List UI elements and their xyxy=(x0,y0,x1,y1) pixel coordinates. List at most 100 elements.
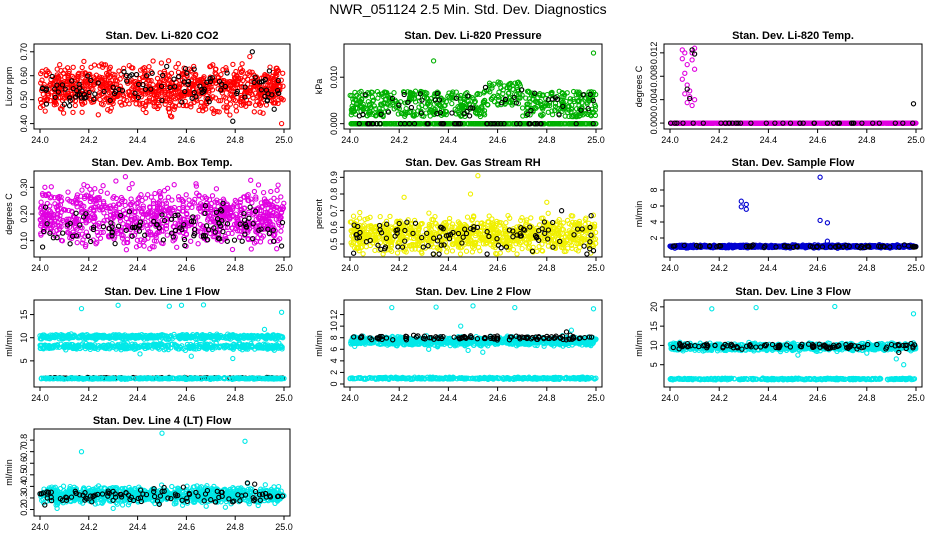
data-point xyxy=(162,91,168,98)
data-point xyxy=(248,177,254,183)
data-point xyxy=(270,78,276,85)
data-point xyxy=(260,110,266,116)
data-point xyxy=(39,244,46,250)
data-point xyxy=(121,65,127,71)
series-main xyxy=(37,53,286,127)
data-point xyxy=(110,71,116,77)
data-point xyxy=(426,210,432,216)
x-tick-label: 24.4 xyxy=(440,135,458,145)
data-point xyxy=(216,109,222,115)
data-point xyxy=(188,101,194,107)
data-point xyxy=(265,82,271,89)
data-point xyxy=(55,95,62,101)
data-point xyxy=(213,71,219,77)
data-point xyxy=(138,94,144,100)
data-point xyxy=(238,196,244,203)
y-tick-label: 0.000 xyxy=(649,112,659,135)
y-tick-label: 0.8 xyxy=(329,188,339,201)
y-tick-label: 0.9 xyxy=(329,171,339,184)
data-point xyxy=(70,109,76,116)
data-point xyxy=(51,99,57,105)
data-point xyxy=(248,246,254,252)
data-point xyxy=(42,184,48,190)
panel-temp: Stan. Dev. Li-820 Temp.degrees C24.0 24.2… xyxy=(634,30,925,145)
data-point xyxy=(278,243,285,249)
data-point xyxy=(126,92,132,98)
data-point xyxy=(37,104,44,111)
data-point xyxy=(137,75,143,82)
data-point xyxy=(106,66,112,72)
data-point xyxy=(88,64,94,70)
data-point xyxy=(110,100,116,107)
data-point xyxy=(910,101,917,107)
data-point xyxy=(190,87,197,93)
data-point xyxy=(280,70,286,76)
data-point xyxy=(146,78,152,84)
data-point xyxy=(394,250,401,256)
data-point xyxy=(274,246,280,252)
data-point xyxy=(246,72,252,79)
data-point xyxy=(161,68,168,74)
data-point xyxy=(45,92,52,99)
panel-boxtemp: Stan. Dev. Amb. Box Temp.degrees C24.0 24… xyxy=(4,157,293,273)
data-point xyxy=(519,105,526,111)
data-point xyxy=(271,83,277,90)
data-point xyxy=(98,188,104,195)
x-tick-label: 24.2 xyxy=(390,263,408,273)
data-point xyxy=(165,72,171,78)
data-point xyxy=(173,64,179,70)
y-tick-label: 0.000 xyxy=(329,112,339,135)
data-point xyxy=(268,188,274,195)
y-tick-label: 0.012 xyxy=(649,42,659,65)
x-tick-label: 25.0 xyxy=(587,263,605,273)
data-point xyxy=(178,92,184,99)
data-point xyxy=(66,103,73,109)
x-tick-label: 24.4 xyxy=(129,263,147,273)
data-point xyxy=(142,103,148,109)
data-point xyxy=(519,245,525,252)
data-point xyxy=(244,89,250,95)
data-point xyxy=(213,186,220,192)
data-point xyxy=(59,85,66,91)
data-point xyxy=(466,113,473,119)
data-point xyxy=(249,69,255,75)
data-point xyxy=(205,86,211,92)
data-point xyxy=(235,75,241,81)
data-point xyxy=(123,215,130,222)
data-point xyxy=(377,213,383,220)
y-tick-label: 0.6 xyxy=(329,221,339,234)
data-point xyxy=(274,72,280,79)
data-point xyxy=(528,215,534,221)
data-point xyxy=(251,188,258,195)
data-point xyxy=(256,101,262,107)
data-point xyxy=(539,241,545,247)
y-tick-label: 0.5 xyxy=(329,238,339,251)
data-point xyxy=(155,105,161,112)
data-point xyxy=(192,72,198,79)
data-point xyxy=(684,99,690,106)
data-point xyxy=(233,103,239,109)
data-point xyxy=(92,186,98,192)
data-point xyxy=(274,187,280,193)
data-point xyxy=(122,174,129,180)
data-point xyxy=(350,213,357,219)
data-point xyxy=(176,102,183,108)
data-point xyxy=(158,60,165,66)
data-point xyxy=(224,70,230,76)
x-tick-label: 24.6 xyxy=(178,135,196,145)
data-point xyxy=(172,89,178,95)
y-axis-label: kPa xyxy=(314,79,324,95)
data-point xyxy=(100,102,106,108)
data-point xyxy=(162,101,168,107)
data-point xyxy=(117,99,123,105)
data-point xyxy=(391,90,397,96)
data-point xyxy=(223,67,230,73)
data-point xyxy=(74,239,80,246)
x-tick-label: 24.6 xyxy=(489,263,507,273)
y-axis-label: degrees C xyxy=(634,65,644,107)
data-point xyxy=(463,248,470,254)
data-point xyxy=(545,210,551,216)
x-tick-label: 24.0 xyxy=(661,135,679,145)
